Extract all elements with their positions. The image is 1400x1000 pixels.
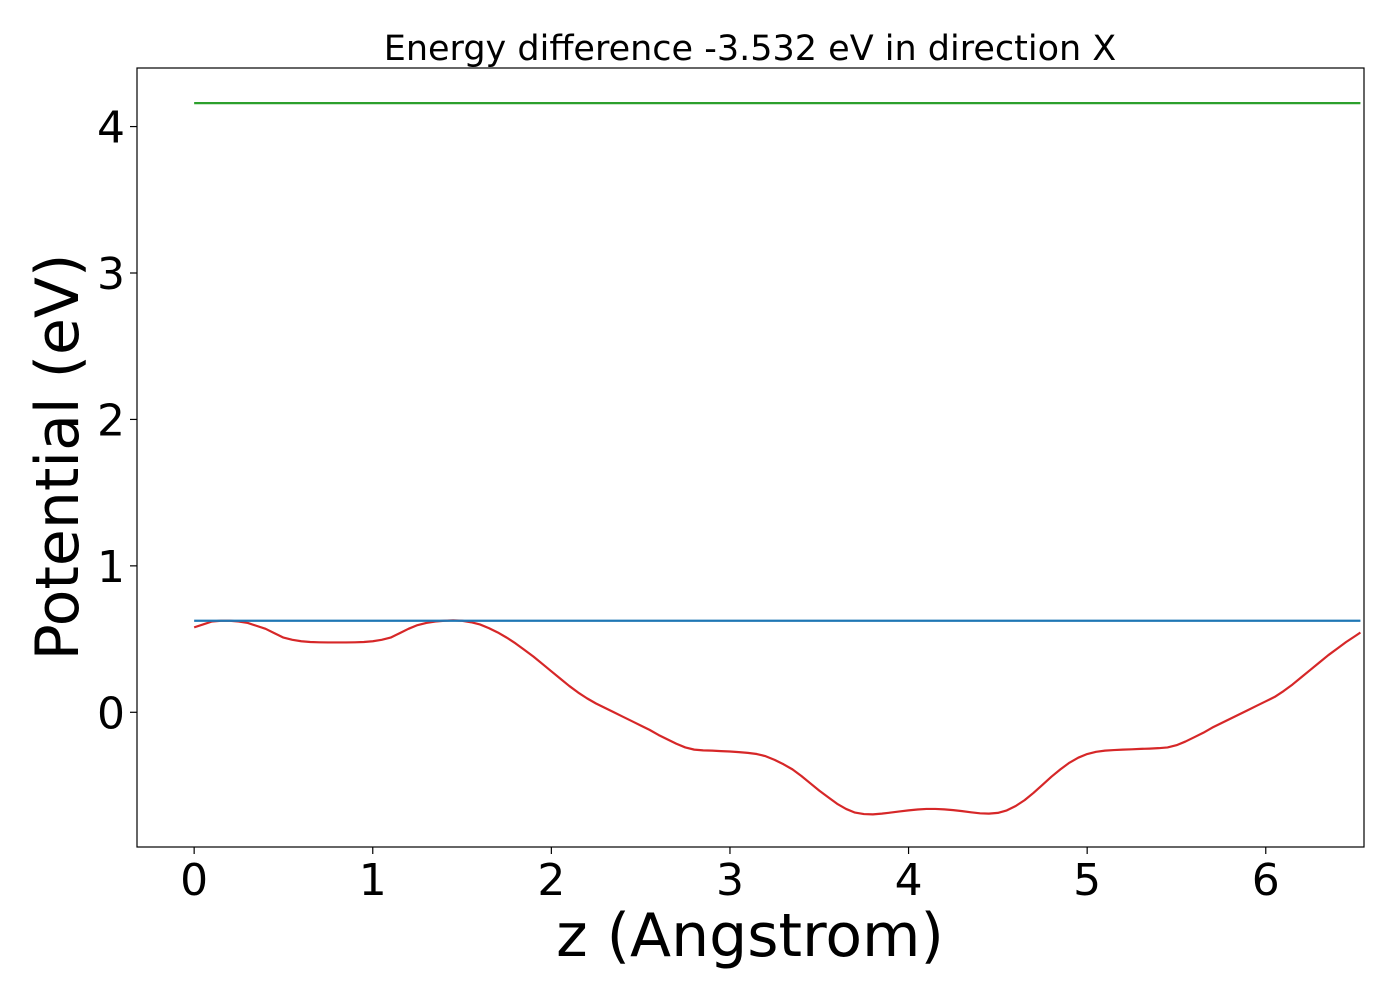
x-tick-label: 2 [537, 855, 565, 906]
y-axis-label: Potential (eV) [23, 254, 93, 661]
y-tick-label: 2 [97, 395, 125, 446]
x-tick-label: 3 [716, 855, 744, 906]
chart-title: Energy difference -3.532 eV in direction… [384, 29, 1117, 69]
x-tick-label: 6 [1252, 855, 1280, 906]
x-tick-label: 5 [1073, 855, 1101, 906]
series-layer [193, 102, 1362, 816]
y-tick-label: 3 [97, 249, 125, 300]
y-tick-label: 4 [97, 103, 125, 154]
y-tick-label: 0 [97, 688, 125, 739]
plot-frame [136, 67, 1365, 848]
x-tick-label: 1 [359, 855, 387, 906]
x-tick-label: 4 [895, 855, 923, 906]
y-tick-label: 1 [97, 542, 125, 593]
x-axis-label: z (Angstrom) [556, 901, 944, 971]
series-line-0 [193, 619, 1362, 816]
ticks-layer: 0 1 2 3 4 5 6 0 1 2 3 4 [97, 103, 1280, 906]
x-tick-label: 0 [180, 855, 208, 906]
